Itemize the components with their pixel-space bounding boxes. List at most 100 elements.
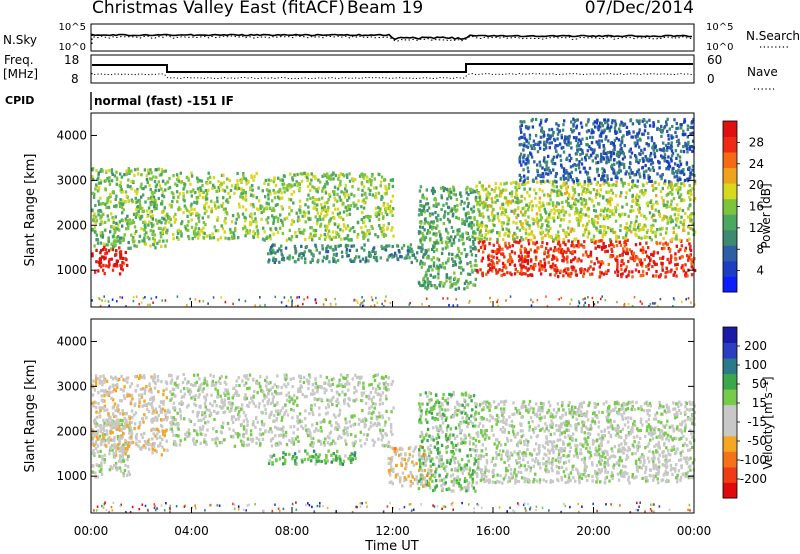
y-tick-label: 1000: [56, 263, 87, 277]
heatmap-cell: [666, 257, 669, 261]
heatmap-cell: [91, 175, 94, 179]
heatmap-cell: [164, 169, 167, 173]
heatmap-cell: [101, 169, 104, 173]
heatmap-cell: [650, 179, 653, 183]
heatmap-cell: [382, 223, 385, 227]
heatmap-cell: [569, 141, 572, 145]
heatmap-cell: [113, 421, 116, 425]
heatmap-cell: [263, 230, 266, 234]
heatmap-cell: [467, 193, 470, 197]
heatmap-cell: [450, 243, 453, 248]
heatmap-cell: [506, 271, 509, 275]
heatmap-cell: [97, 173, 100, 177]
heatmap-cell: [113, 230, 116, 234]
heatmap-cell: [263, 207, 266, 211]
heatmap-cell: [101, 400, 105, 404]
feature-midday-band: [267, 243, 420, 265]
heatmap-cell: [497, 248, 501, 252]
heatmap-cell: [428, 238, 432, 242]
heatmap-cell: [681, 300, 683, 304]
heatmap-cell: [351, 185, 354, 189]
heatmap-cell: [375, 259, 379, 263]
heatmap-cell: [536, 299, 539, 302]
heatmap-cell: [548, 128, 551, 132]
heatmap-cell: [348, 179, 352, 183]
heatmap-cell: [541, 189, 544, 193]
heatmap-cell: [98, 411, 101, 415]
heatmap-cell: [463, 248, 466, 252]
heatmap-cell: [546, 232, 550, 236]
heatmap-cell: [533, 147, 536, 151]
heatmap-cell: [519, 125, 522, 129]
heatmap-cell: [660, 262, 664, 266]
heatmap-cell: [267, 202, 270, 206]
heatmap-cell: [647, 267, 650, 271]
heatmap-cell: [154, 382, 157, 386]
heatmap-cell: [659, 232, 662, 236]
heatmap-cell: [452, 188, 456, 192]
heatmap-cell: [543, 143, 546, 147]
heatmap-cell: [501, 227, 504, 231]
heatmap-cell: [273, 196, 277, 200]
heatmap-cell: [614, 210, 617, 214]
heatmap-cell: [537, 141, 540, 145]
heatmap-cell: [619, 129, 622, 134]
heatmap-cell: [183, 183, 187, 187]
heatmap-cell: [675, 174, 679, 178]
heatmap-cell: [575, 152, 578, 156]
heatmap-cell: [678, 238, 682, 242]
heatmap-cell: [274, 183, 278, 188]
heatmap-cell: [503, 255, 506, 259]
heatmap-cell: [298, 252, 301, 256]
heatmap-cell: [130, 221, 133, 225]
heatmap-cell: [614, 123, 617, 127]
heatmap-cell: [608, 129, 611, 133]
heatmap-cell: [380, 211, 383, 216]
heatmap-cell: [135, 244, 138, 248]
heatmap-cell: [112, 233, 116, 237]
heatmap-cell: [224, 300, 227, 304]
heatmap-cell: [511, 244, 514, 248]
heatmap-cell: [102, 263, 105, 268]
heatmap-cell: [560, 251, 563, 255]
heatmap-cell: [665, 120, 668, 124]
heatmap-cell: [157, 226, 161, 230]
heatmap-cell: [508, 191, 512, 195]
heatmap-cell: [668, 183, 671, 187]
heatmap-cell: [508, 258, 511, 262]
heatmap-cell: [494, 186, 498, 190]
heatmap-cell: [400, 246, 404, 250]
heatmap-cell: [673, 213, 677, 217]
heatmap-cell: [472, 242, 475, 246]
heatmap-cell: [165, 230, 168, 234]
heatmap-cell: [117, 422, 120, 426]
heatmap-cell: [265, 201, 268, 205]
heatmap-cell: [150, 215, 153, 219]
heatmap-cell: [272, 250, 275, 254]
heatmap-cell: [553, 211, 556, 216]
heatmap-cell: [522, 272, 525, 276]
heatmap-cell: [107, 260, 111, 264]
heatmap-cell: [572, 117, 575, 121]
heatmap-cell: [614, 131, 617, 135]
heatmap-cell: [611, 163, 614, 167]
heatmap-cell: [494, 200, 497, 204]
heatmap-cell: [421, 247, 424, 251]
heatmap-cell: [105, 432, 109, 436]
heatmap-cell: [144, 242, 147, 246]
heatmap-cell: [203, 231, 206, 235]
heatmap-cell: [529, 248, 532, 252]
heatmap-cell: [268, 258, 271, 262]
heatmap-cell: [584, 191, 588, 195]
heatmap-cell: [526, 251, 529, 255]
heatmap-cell: [369, 215, 372, 219]
heatmap-cell: [475, 188, 478, 192]
heatmap-cell: [219, 236, 222, 240]
heatmap-cell: [91, 433, 94, 437]
heatmap-cell: [319, 224, 322, 228]
heatmap-cell: [570, 127, 573, 131]
heatmap-cell: [423, 283, 426, 287]
heatmap-cell: [673, 162, 677, 166]
heatmap-cell: [432, 232, 435, 236]
